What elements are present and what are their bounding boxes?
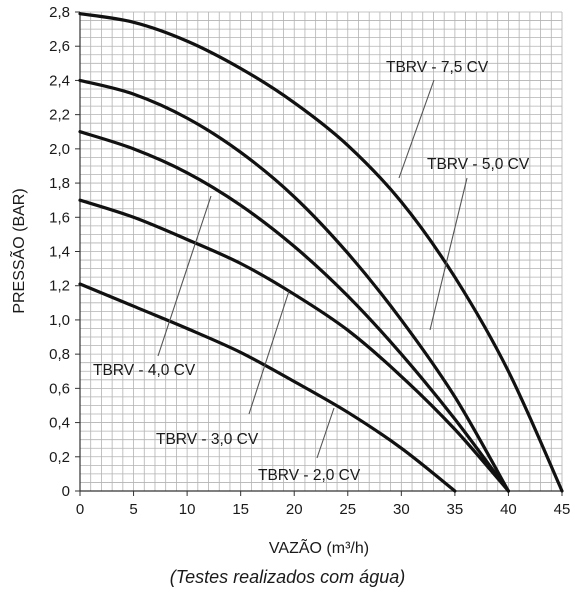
- y-tick-label: 2,4: [49, 72, 70, 89]
- chart-canvas: 0 0,2 0,4 0,6 0,8 1,0 1,2 1,4 1,6 1,8 2,0 2,2 2,4 2,6…: [8, 4, 571, 557]
- series-label-curve-5-0cv: TBRV - 5,0 CV: [427, 156, 530, 173]
- y-tick-label: 0: [62, 483, 70, 500]
- leader-line-curve-4-0cv: [157, 195, 212, 357]
- series-labels: TBRV - 7,5 CV TBRV - 5,0 CV TBRV - 4,0 CV T…: [93, 59, 530, 484]
- x-tick-label: 40: [500, 501, 517, 518]
- series-label-curve-2-0cv: TBRV - 2,0 CV: [258, 467, 361, 484]
- x-tick-label: 20: [286, 501, 303, 518]
- series-curves: [78, 12, 564, 493]
- leader-line-curve-3-0cv: [248, 290, 290, 415]
- leader-line-curve-7-5cv: [398, 79, 435, 179]
- y-tick-label: 0,8: [49, 346, 70, 363]
- chart-caption: (Testes realizados com água): [169, 567, 406, 587]
- y-tick-labels: 0 0,2 0,4 0,6 0,8 1,0 1,2 1,4 1,6 1,8 2,0 2,2 2,4 2,6…: [49, 4, 70, 500]
- x-tick-label: 5: [129, 501, 137, 518]
- x-tick-label: 30: [393, 501, 410, 518]
- y-tick-label: 1,2: [49, 278, 70, 295]
- y-tick-label: 2,2: [49, 107, 70, 124]
- y-tick-label: 0,4: [49, 415, 70, 432]
- y-tick-label: 0,6: [49, 380, 70, 397]
- series-curve-5-0cv: [78, 78, 510, 493]
- x-axis-title: VAZÃO (m³/h): [269, 537, 369, 557]
- axes: [75, 11, 563, 496]
- leader-line-curve-2-0cv: [316, 407, 335, 459]
- x-tick-label: 10: [179, 501, 196, 518]
- y-tick-label: 1,4: [49, 244, 70, 261]
- y-tick-label: 2,8: [49, 4, 70, 21]
- x-tick-label: 35: [447, 501, 464, 518]
- y-axis-title: PRESSÃO (BAR): [8, 188, 28, 313]
- series-label-curve-3-0cv: TBRV - 3,0 CV: [156, 431, 259, 448]
- y-tick-label: 1,0: [49, 312, 70, 329]
- series-curve-7-5cv: [78, 12, 564, 493]
- y-tick-label: 2,0: [49, 141, 70, 158]
- y-tick-label: 2,6: [49, 38, 70, 55]
- x-tick-label: 0: [76, 501, 84, 518]
- y-tick-label: 1,8: [49, 175, 70, 192]
- x-tick-labels: 0 5 10 15 20 25 30 35 40 45: [76, 501, 571, 518]
- y-tick-label: 0,2: [49, 449, 70, 466]
- series-leader-lines: [157, 79, 468, 459]
- grid-lines: [79, 11, 563, 492]
- y-tick-label: 1,6: [49, 209, 70, 226]
- series-label-curve-7-5cv: TBRV - 7,5 CV: [386, 59, 489, 76]
- series-curve-3-0cv: [78, 198, 510, 493]
- series-label-curve-4-0cv: TBRV - 4,0 CV: [93, 362, 196, 379]
- series-curve-2-0cv: [78, 282, 457, 493]
- x-tick-label: 25: [339, 501, 356, 518]
- x-tick-label: 45: [554, 501, 571, 518]
- x-tick-label: 15: [232, 501, 249, 518]
- series-curve-4-0cv: [78, 130, 510, 493]
- leader-line-curve-5-0cv: [429, 177, 468, 331]
